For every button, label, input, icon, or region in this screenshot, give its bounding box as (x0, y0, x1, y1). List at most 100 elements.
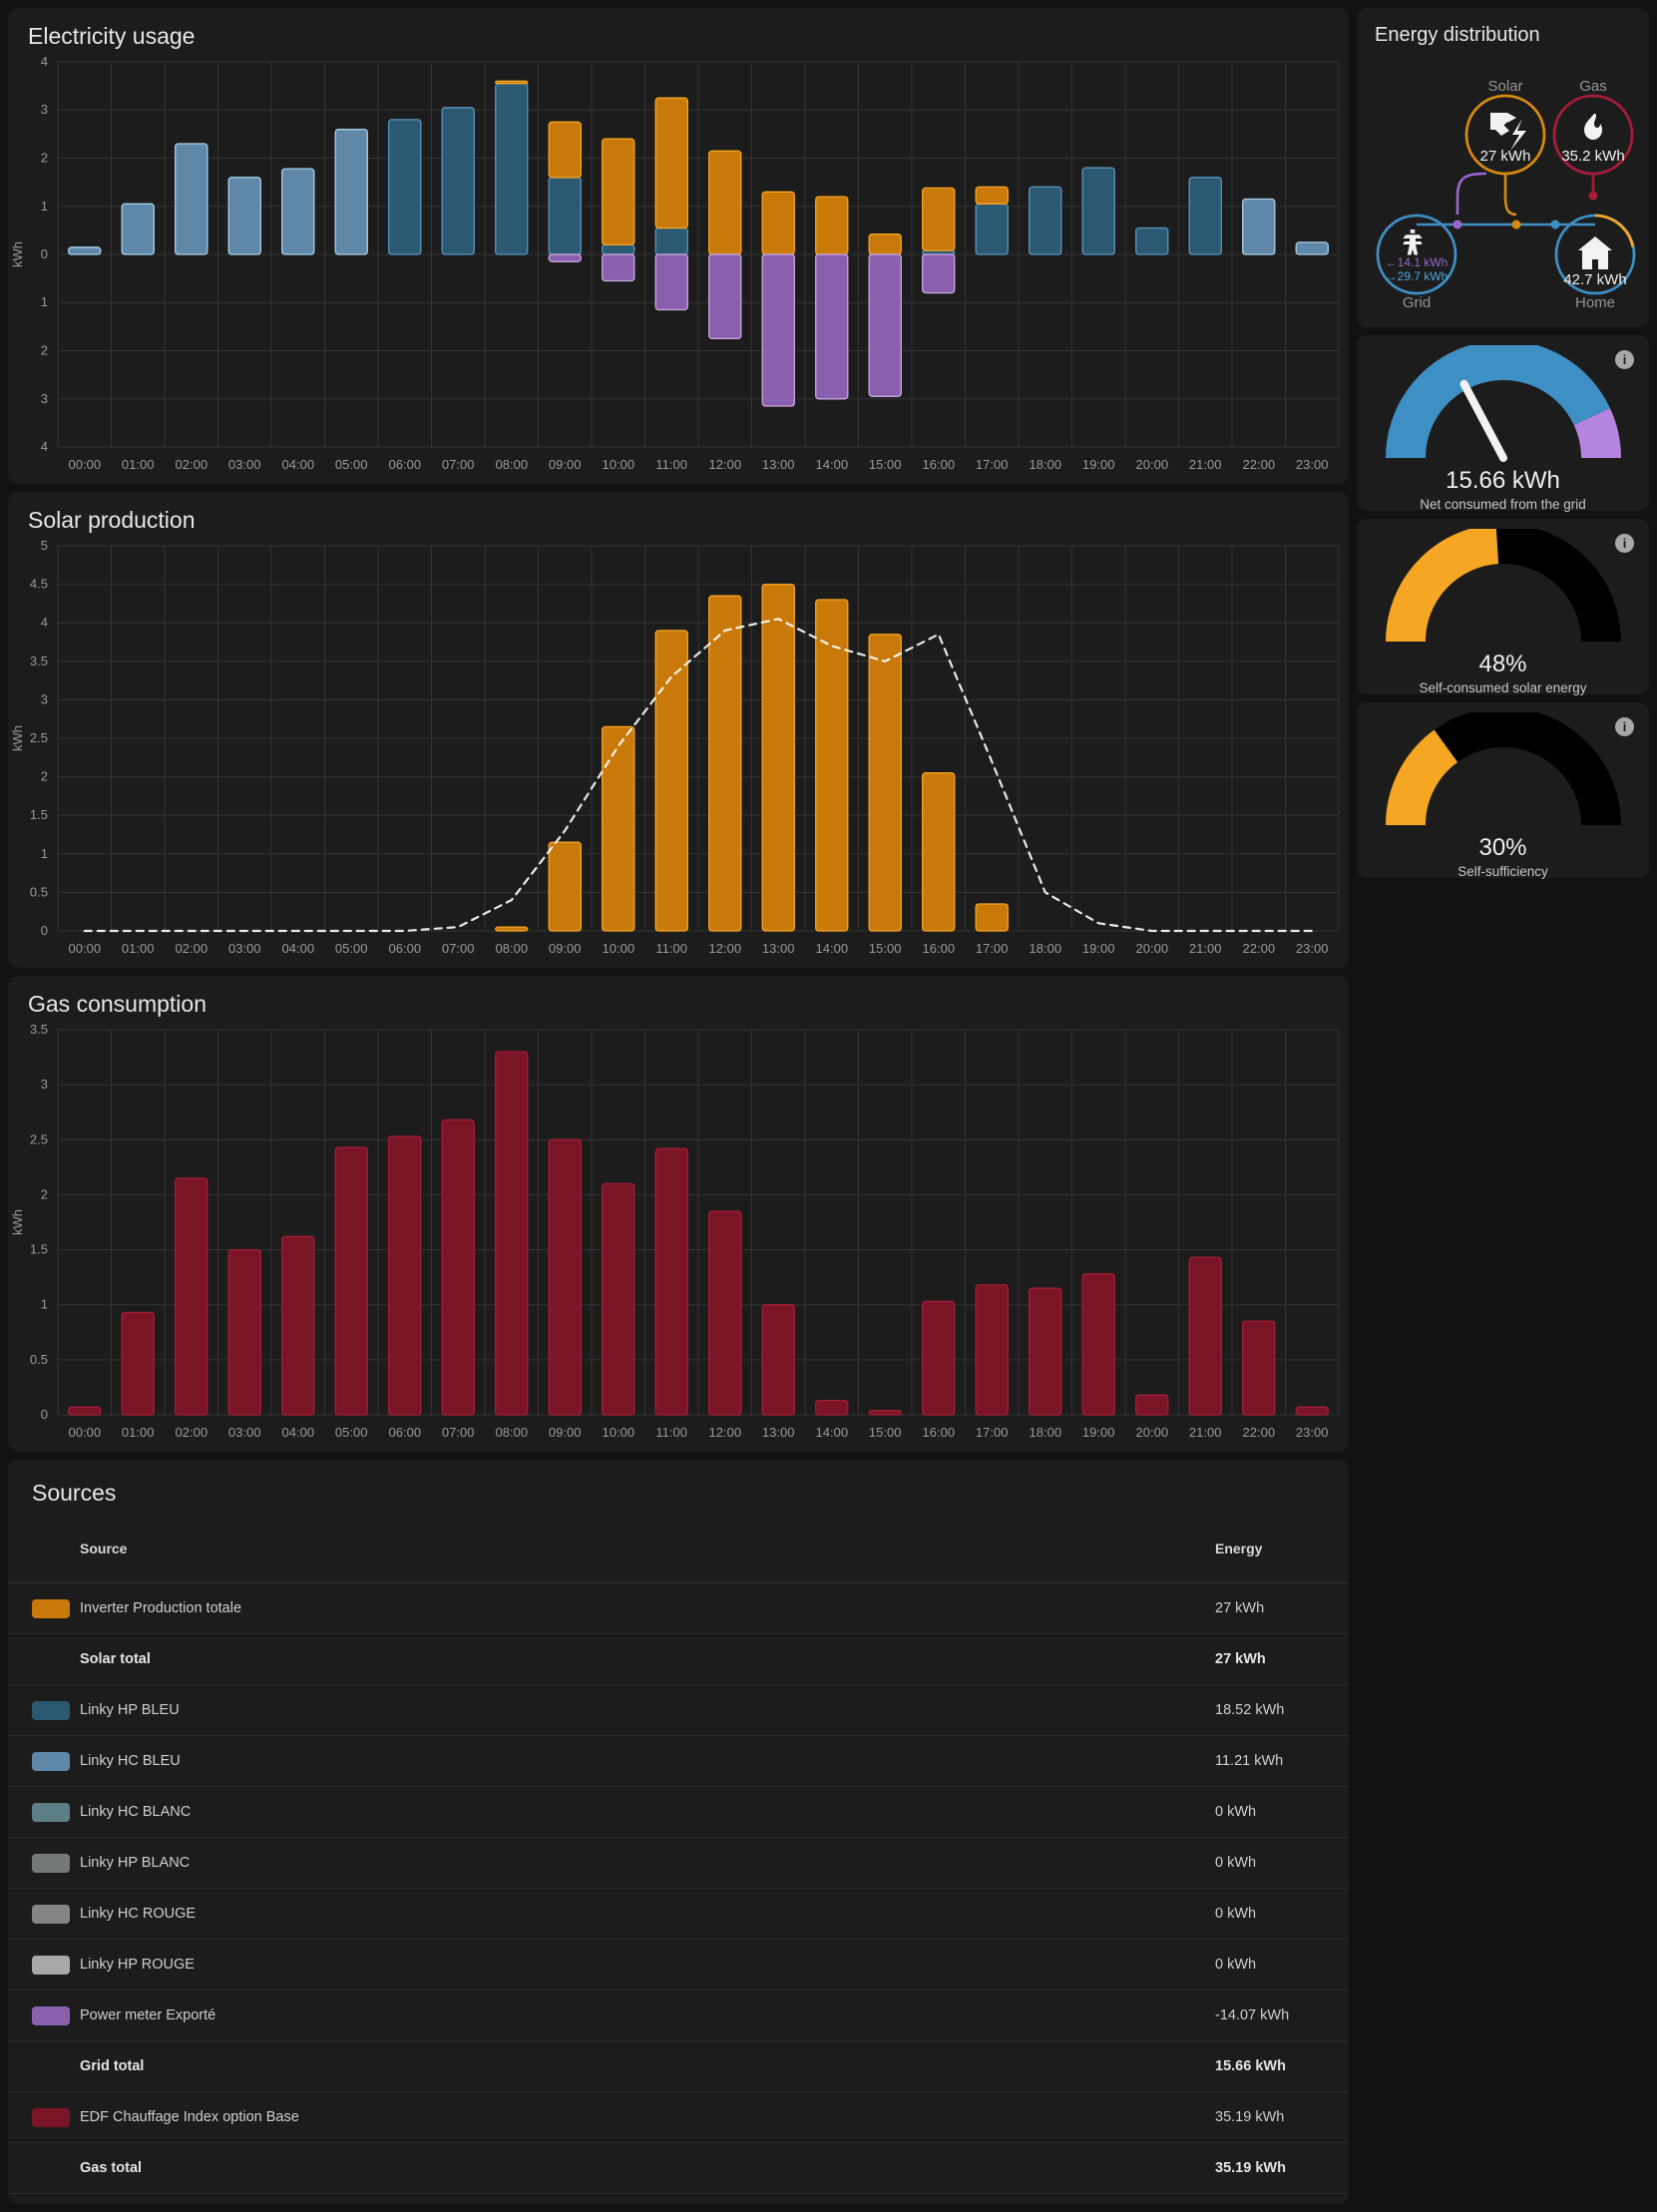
svg-text:10:00: 10:00 (603, 1425, 635, 1440)
svg-text:0.5: 0.5 (30, 884, 48, 899)
svg-text:05:00: 05:00 (335, 457, 368, 472)
svg-text:2: 2 (41, 151, 48, 166)
svg-text:04:00: 04:00 (282, 941, 315, 956)
svg-text:05:00: 05:00 (335, 1425, 368, 1440)
svg-text:0: 0 (41, 1407, 48, 1422)
svg-text:02:00: 02:00 (176, 1425, 208, 1440)
svg-text:2: 2 (41, 1186, 48, 1201)
svg-text:11:00: 11:00 (655, 457, 687, 472)
svg-text:20:00: 20:00 (1136, 1425, 1169, 1440)
svg-text:18:00: 18:00 (1030, 457, 1062, 472)
svg-text:kWh: kWh (10, 725, 25, 751)
svg-text:21:00: 21:00 (1189, 1425, 1222, 1440)
svg-text:1: 1 (41, 294, 48, 309)
svg-text:09:00: 09:00 (549, 941, 582, 956)
svg-text:19:00: 19:00 (1082, 457, 1115, 472)
svg-text:02:00: 02:00 (176, 457, 208, 472)
svg-text:22:00: 22:00 (1243, 457, 1276, 472)
svg-text:08:00: 08:00 (496, 1425, 529, 1440)
svg-text:07:00: 07:00 (442, 1425, 475, 1440)
svg-text:15:00: 15:00 (869, 457, 902, 472)
svg-text:00:00: 00:00 (69, 941, 102, 956)
svg-text:10:00: 10:00 (603, 941, 635, 956)
svg-text:04:00: 04:00 (282, 457, 315, 472)
svg-text:kWh: kWh (10, 241, 25, 267)
svg-text:3: 3 (41, 1077, 48, 1092)
svg-text:16:00: 16:00 (923, 457, 956, 472)
svg-text:4: 4 (41, 615, 48, 630)
svg-text:07:00: 07:00 (442, 941, 475, 956)
svg-text:21:00: 21:00 (1189, 941, 1222, 956)
svg-text:00:00: 00:00 (69, 1425, 102, 1440)
svg-text:09:00: 09:00 (549, 457, 582, 472)
svg-text:3.5: 3.5 (30, 654, 48, 668)
svg-text:4: 4 (41, 439, 48, 454)
svg-text:2.5: 2.5 (30, 1131, 48, 1146)
svg-text:12:00: 12:00 (709, 1425, 742, 1440)
svg-text:19:00: 19:00 (1082, 1425, 1115, 1440)
svg-text:0: 0 (41, 246, 48, 261)
svg-text:01:00: 01:00 (122, 457, 155, 472)
svg-text:01:00: 01:00 (122, 941, 155, 956)
svg-text:18:00: 18:00 (1030, 941, 1062, 956)
svg-text:10:00: 10:00 (603, 457, 635, 472)
svg-text:08:00: 08:00 (496, 941, 529, 956)
svg-text:Home: Home (1575, 294, 1615, 307)
svg-text:Grid: Grid (1403, 294, 1431, 307)
svg-text:27 kWh: 27 kWh (1480, 148, 1531, 165)
svg-text:17:00: 17:00 (976, 941, 1009, 956)
svg-text:3: 3 (41, 102, 48, 117)
svg-text:3: 3 (41, 691, 48, 706)
svg-text:23:00: 23:00 (1296, 457, 1329, 472)
svg-text:03:00: 03:00 (228, 457, 261, 472)
svg-text:17:00: 17:00 (976, 457, 1009, 472)
svg-text:14:00: 14:00 (816, 457, 849, 472)
svg-text:0.5: 0.5 (30, 1352, 48, 1367)
svg-text:17:00: 17:00 (976, 1425, 1009, 1440)
svg-text:19:00: 19:00 (1082, 941, 1115, 956)
svg-text:1: 1 (41, 199, 48, 214)
svg-text:11:00: 11:00 (655, 941, 687, 956)
svg-text:21:00: 21:00 (1189, 457, 1222, 472)
svg-text:14:00: 14:00 (816, 1425, 849, 1440)
svg-text:06:00: 06:00 (389, 457, 422, 472)
svg-text:18:00: 18:00 (1030, 1425, 1062, 1440)
svg-text:22:00: 22:00 (1243, 1425, 1276, 1440)
svg-text:06:00: 06:00 (389, 1425, 422, 1440)
svg-text:Solar: Solar (1487, 78, 1522, 95)
svg-text:15:00: 15:00 (869, 1425, 902, 1440)
svg-text:04:00: 04:00 (282, 1425, 315, 1440)
svg-text:20:00: 20:00 (1136, 457, 1169, 472)
svg-text:20:00: 20:00 (1136, 941, 1169, 956)
svg-text:16:00: 16:00 (923, 1425, 956, 1440)
svg-text:13:00: 13:00 (762, 1425, 795, 1440)
svg-text:4: 4 (41, 54, 48, 69)
svg-text:1.5: 1.5 (30, 1242, 48, 1257)
svg-text:07:00: 07:00 (442, 457, 475, 472)
svg-text:2: 2 (41, 769, 48, 784)
svg-text:23:00: 23:00 (1296, 1425, 1329, 1440)
svg-text:06:00: 06:00 (389, 941, 422, 956)
svg-text:0: 0 (41, 923, 48, 938)
svg-text:11:00: 11:00 (655, 1425, 687, 1440)
svg-text:35.2 kWh: 35.2 kWh (1561, 148, 1624, 165)
svg-text:22:00: 22:00 (1243, 941, 1276, 956)
svg-text:23:00: 23:00 (1296, 941, 1329, 956)
svg-text:05:00: 05:00 (335, 941, 368, 956)
svg-text:12:00: 12:00 (709, 941, 742, 956)
svg-text:2: 2 (41, 343, 48, 358)
svg-text:Gas: Gas (1579, 78, 1607, 95)
svg-text:02:00: 02:00 (176, 941, 208, 956)
svg-text:4.5: 4.5 (30, 577, 48, 592)
svg-text:03:00: 03:00 (228, 1425, 261, 1440)
svg-text:←14.1 kWh: ←14.1 kWh (1386, 255, 1449, 269)
svg-text:01:00: 01:00 (122, 1425, 155, 1440)
svg-text:13:00: 13:00 (762, 941, 795, 956)
svg-text:3: 3 (41, 391, 48, 406)
svg-text:13:00: 13:00 (762, 457, 795, 472)
svg-text:09:00: 09:00 (549, 1425, 582, 1440)
svg-text:14:00: 14:00 (816, 941, 849, 956)
svg-text:2.5: 2.5 (30, 730, 48, 745)
svg-text:3.5: 3.5 (30, 1022, 48, 1037)
svg-text:03:00: 03:00 (228, 941, 261, 956)
